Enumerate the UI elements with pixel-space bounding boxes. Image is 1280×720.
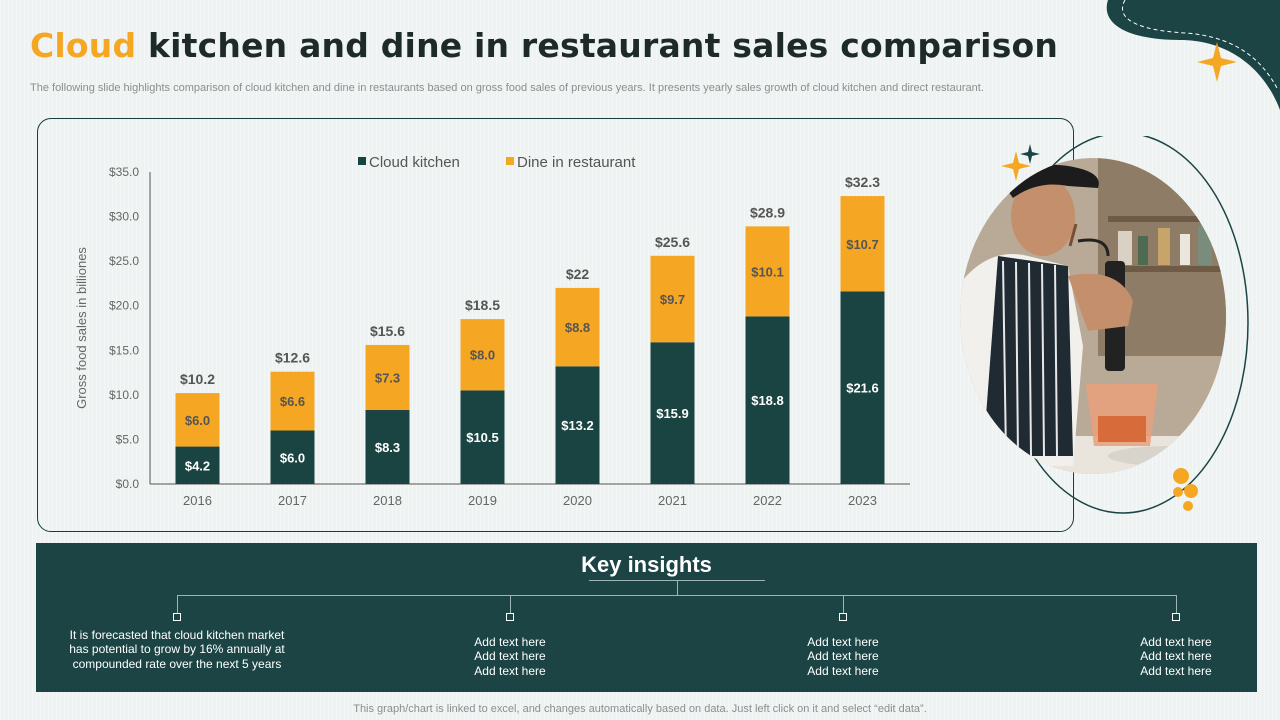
title-accent: Cloud xyxy=(30,26,137,65)
insight-text-3: Add text here Add text here Add text her… xyxy=(807,635,879,678)
total-label: $12.6 xyxy=(275,350,310,366)
sparkle-icon xyxy=(1197,42,1237,82)
key-insights-title: Key insights xyxy=(581,552,712,577)
dot-decoration xyxy=(1184,484,1198,498)
data-label-cloud-kitchen: $6.0 xyxy=(280,450,305,465)
data-label-dine-in: $8.8 xyxy=(565,320,590,335)
dot-decoration xyxy=(1183,501,1193,511)
total-label: $15.6 xyxy=(370,323,405,339)
connector-drop xyxy=(843,595,844,613)
data-label-cloud-kitchen: $13.2 xyxy=(561,418,594,433)
y-tick-label: $20.0 xyxy=(109,299,139,313)
bar-cloud-kitchen xyxy=(650,342,695,484)
y-tick-label: $0.0 xyxy=(116,477,140,491)
total-label: $10.2 xyxy=(180,371,215,387)
legend-label-dine-in: Dine in restaurant xyxy=(517,154,636,171)
y-tick-label: $25.0 xyxy=(109,254,139,268)
bar-dine-in xyxy=(650,255,695,343)
connector-drop xyxy=(1176,595,1177,613)
bar-cloud-kitchen xyxy=(840,291,885,484)
y-tick-label: $5.0 xyxy=(116,432,140,446)
data-label-cloud-kitchen: $10.5 xyxy=(466,430,499,445)
data-label-cloud-kitchen: $4.2 xyxy=(185,458,210,473)
total-label: $25.6 xyxy=(655,234,690,250)
dot-decoration xyxy=(1173,487,1183,497)
footer-note: This graph/chart is linked to excel, and… xyxy=(353,703,927,715)
chef-photo xyxy=(958,132,1258,531)
insight-node xyxy=(173,613,181,621)
legend-label-cloud-kitchen: Cloud kitchen xyxy=(369,154,460,171)
bar-dine-in xyxy=(365,344,410,411)
data-label-dine-in: $9.7 xyxy=(660,292,685,307)
x-tick-label: 2019 xyxy=(468,493,497,508)
data-label-dine-in: $8.0 xyxy=(470,348,495,363)
insight-text-1: It is forecasted that cloud kitchen mark… xyxy=(69,628,285,671)
data-label-dine-in: $7.3 xyxy=(375,370,400,385)
x-tick-label: 2020 xyxy=(563,493,592,508)
insight-text-4: Add text here Add text here Add text her… xyxy=(1140,635,1212,678)
x-tick-label: 2023 xyxy=(848,493,877,508)
data-label-dine-in: $10.1 xyxy=(751,264,784,279)
bar-cloud-kitchen xyxy=(175,446,220,484)
connector-stem xyxy=(677,581,678,595)
bar-cloud-kitchen xyxy=(460,390,505,484)
insight-node xyxy=(1172,613,1180,621)
x-tick-label: 2021 xyxy=(658,493,687,508)
bar-dine-in xyxy=(745,226,790,317)
y-tick-label: $15.0 xyxy=(109,343,139,357)
bar-cloud-kitchen xyxy=(270,430,315,484)
sparkle-icon xyxy=(1020,144,1040,164)
x-tick-label: 2022 xyxy=(753,493,782,508)
sparkle-icon xyxy=(1001,151,1031,181)
data-label-dine-in: $6.0 xyxy=(185,413,210,428)
connector-drop xyxy=(510,595,511,613)
y-tick-label: $10.0 xyxy=(109,388,139,402)
key-insights-underline xyxy=(589,580,765,581)
legend-swatch-dine-in xyxy=(506,157,514,165)
bar-dine-in xyxy=(460,319,505,391)
page-subtitle: The following slide highlights compariso… xyxy=(30,82,984,94)
corner-decoration xyxy=(1106,0,1280,110)
data-label-dine-in: $10.7 xyxy=(846,237,879,252)
page-title: Cloud kitchen and dine in restaurant sal… xyxy=(30,26,1058,65)
bar-cloud-kitchen xyxy=(555,366,600,484)
data-label-cloud-kitchen: $8.3 xyxy=(375,440,400,455)
bar-cloud-kitchen xyxy=(365,410,410,484)
connector-drop xyxy=(177,595,178,613)
bar-dine-in xyxy=(555,287,600,367)
bar-dine-in xyxy=(840,196,885,292)
total-label: $28.9 xyxy=(750,204,785,220)
y-tick-label: $35.0 xyxy=(109,165,139,179)
x-tick-label: 2016 xyxy=(183,493,212,508)
total-label: $32.3 xyxy=(845,174,880,190)
insight-node xyxy=(839,613,847,621)
legend-swatch-cloud-kitchen xyxy=(358,157,366,165)
total-label: $18.5 xyxy=(465,297,500,313)
title-rest: kitchen and dine in restaurant sales com… xyxy=(136,26,1059,65)
data-label-dine-in: $6.6 xyxy=(280,394,305,409)
bar-dine-in xyxy=(270,371,315,431)
data-label-cloud-kitchen: $21.6 xyxy=(846,381,879,396)
y-axis-title: Gross food sales in billiones xyxy=(74,247,89,409)
x-tick-label: 2017 xyxy=(278,493,307,508)
insight-node xyxy=(506,613,514,621)
data-label-cloud-kitchen: $15.9 xyxy=(656,406,689,421)
insight-text-2: Add text here Add text here Add text her… xyxy=(474,635,546,678)
dot-decoration xyxy=(1173,468,1189,484)
x-tick-label: 2018 xyxy=(373,493,402,508)
bar-cloud-kitchen xyxy=(745,316,790,484)
key-insights-panel: Key insights It is forecasted that cloud… xyxy=(36,543,1257,692)
total-label: $22 xyxy=(566,266,590,282)
data-label-cloud-kitchen: $18.8 xyxy=(751,393,784,408)
bar-dine-in xyxy=(175,393,220,447)
y-tick-label: $30.0 xyxy=(109,210,139,224)
sales-chart[interactable]: $0.0 $5.0 $10.0 $15.0 $20.0 $25.0 $30.0 $35.0 Gr… xyxy=(0,0,1074,532)
connector-line xyxy=(177,595,1177,596)
